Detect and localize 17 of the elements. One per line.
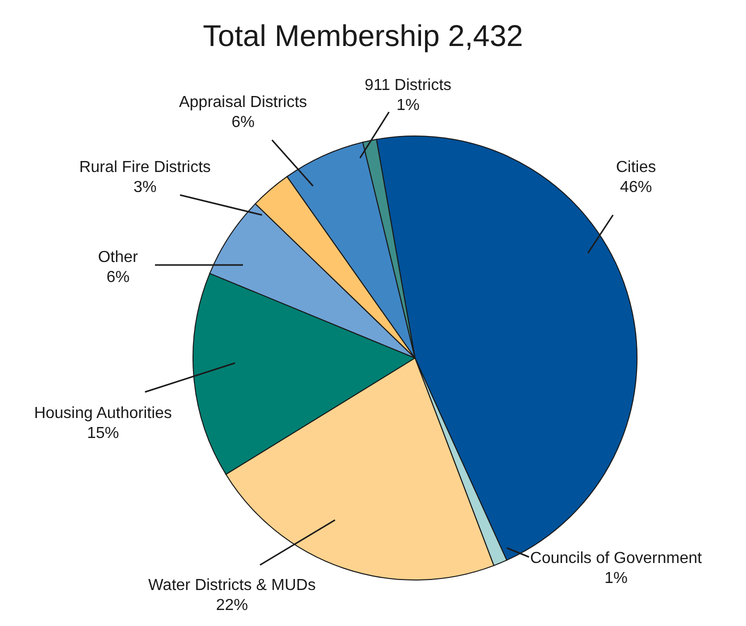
data-label: 6%	[106, 269, 130, 286]
slice-label: Cities	[616, 159, 656, 176]
slice-label: Rural Fire Districts	[79, 159, 211, 176]
data-label: 6%	[231, 114, 255, 131]
slice-label: Other	[98, 249, 139, 266]
slice-label: 911 Districts	[364, 77, 452, 94]
slice-label: Appraisal Districts	[178, 94, 308, 111]
data-label: 1%	[604, 570, 628, 587]
slice-label: Housing Authorities	[34, 405, 172, 422]
slice-label: Councils of Government	[530, 550, 702, 567]
data-label: 22%	[216, 597, 248, 614]
slice-label: Water Districts & MUDs	[148, 577, 316, 594]
data-label: 15%	[86, 425, 120, 442]
data-label: 3%	[133, 179, 157, 196]
data-label: 1%	[396, 97, 420, 114]
data-label: 46%	[620, 179, 652, 196]
chart-title: Total Membership 2,432	[202, 20, 524, 53]
